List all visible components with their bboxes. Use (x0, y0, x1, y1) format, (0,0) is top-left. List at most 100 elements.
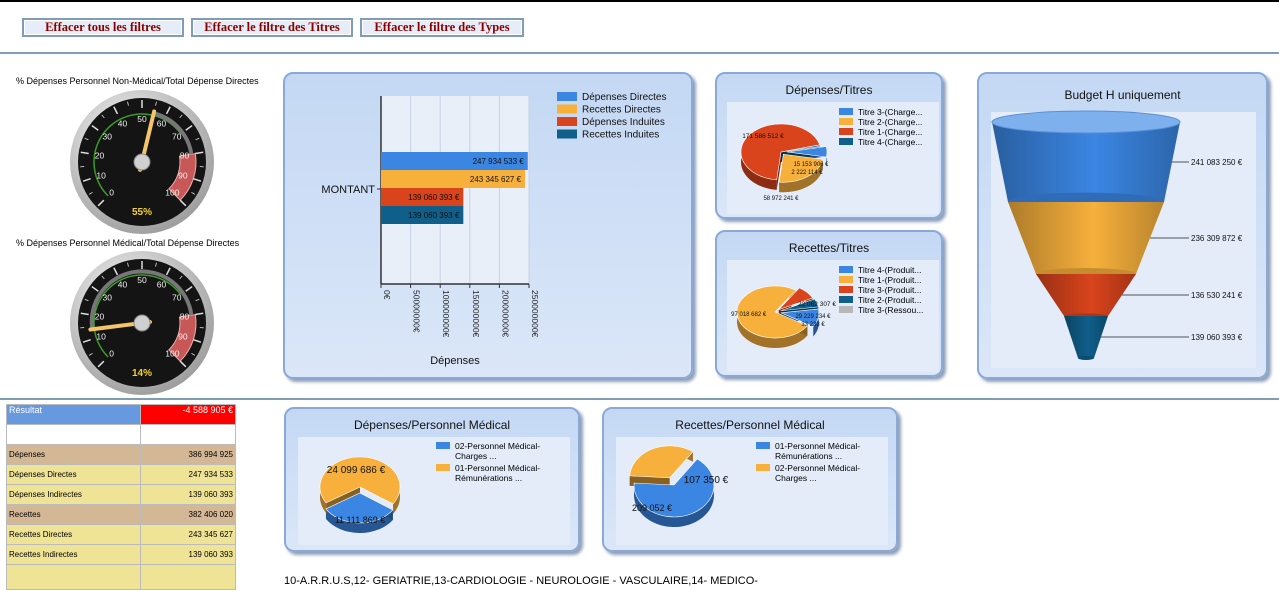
pie-slice (740, 123, 821, 181)
x-axis-label: Dépenses (430, 355, 480, 367)
funnel-value-label: 139 060 393 € (1191, 333, 1243, 342)
legend-item[interactable]: Titre 3-(Charge... (839, 107, 922, 117)
funnel-value-label: 136 530 241 € (1191, 291, 1243, 300)
bar-value-label: 139 060 393 € (408, 193, 460, 202)
y-category-label: MONTANT (321, 184, 375, 196)
result-row-value: 247 934 533 (139, 464, 237, 485)
legend-item[interactable]: Titre 4-(Produit... (839, 265, 923, 275)
pie-chart[interactable]: 209 052 € 107 350 € (622, 439, 734, 545)
pie-slice (319, 456, 401, 505)
gauge-tick (97, 199, 105, 207)
pie-chart[interactable]: 15 153 906 € 58 972 241 € 171 586 512 € 2 2… (731, 106, 841, 211)
gauge-tick-label: 0 (109, 187, 114, 197)
gauge-readout: 55% (132, 207, 152, 218)
legend-swatch (436, 464, 450, 471)
pie-slice-side (776, 152, 781, 190)
result-spacer (139, 424, 237, 445)
bar-value-label: 243 345 627 € (470, 175, 522, 184)
funnel-section (1064, 316, 1108, 358)
legend-item[interactable]: Titre 2-(Produit... (839, 295, 923, 305)
funnel-value-label: 241 083 250 € (1191, 158, 1243, 167)
pie-slice-label: 171 586 512 € (742, 133, 784, 140)
legend-label: Dépenses Directes (582, 92, 666, 103)
gauge-tick-label: 70 (172, 132, 182, 142)
funnel-chart[interactable]: 241 083 250 € 236 309 872 € 136 530 241 € 1… (979, 74, 1266, 377)
gauge-tick (127, 101, 129, 106)
legend-item[interactable]: 01-Personnel Médical- Rémunérations ... (756, 441, 860, 461)
result-row-label: Recettes Indirectes (6, 544, 141, 565)
pie-chart[interactable]: 29 229 234 € 197 018 682 € 22 062 307 € 33 … (731, 264, 841, 369)
recettes-titres-panel: Recettes/Titres 29 229 234 € 197 018 682 … (715, 230, 943, 377)
depenses-personnel-medical-panel: Dépenses/Personnel Médical 11 111 869 € 2… (284, 407, 580, 552)
legend-item[interactable]: 01-Personnel Médical- Rémunérations ... (436, 463, 540, 483)
gauge-tick-label: 100 (165, 348, 179, 358)
gauge-non-medical: 010 20 30 40 50 60 70 80 90 100 55% (70, 90, 214, 234)
legend-label-line: Rémunérations ... (455, 473, 523, 483)
bar-chart-panel: 0€ 50000000€ 100000000€ 150000000€ 200000000… (283, 72, 693, 379)
legend-swatch (756, 464, 770, 471)
chart-title: Budget H uniquement (1064, 88, 1181, 102)
chart-legend: Titre 3-(Charge... Titre 2-(Charge... Titr… (839, 107, 922, 147)
gauge-tick (91, 124, 99, 131)
section-divider (0, 52, 1279, 54)
funnel-top (991, 110, 1181, 134)
gauge-tick (185, 124, 193, 131)
x-tick-label: 50000000€ (412, 290, 422, 333)
pie-slice (736, 285, 808, 339)
legend-item[interactable]: Titre 1-(Charge... (839, 127, 922, 137)
clear-titles-filter-button[interactable]: Effacer le filtre des Titres (191, 18, 353, 37)
legend-swatch (436, 442, 450, 449)
pie-chart[interactable]: 11 111 869 € 24 099 686 € (308, 439, 420, 545)
result-row: Recettes Indirectes 139 060 393 (6, 544, 237, 565)
clear-types-filter-button[interactable]: Effacer le filtre des Types (360, 18, 524, 37)
legend-item[interactable]: 02-Personnel Médical- Charges ... (756, 463, 860, 483)
legend-label: Dépenses Induites (582, 117, 665, 128)
legend-swatch (756, 442, 770, 449)
result-empty-cell (139, 564, 237, 590)
gauge-tick (113, 106, 119, 115)
pie-slice (778, 287, 814, 310)
pie-slice (780, 144, 821, 153)
gauge-tick (113, 267, 119, 276)
legend-item[interactable]: Titre 3-(Ressou... (839, 305, 923, 315)
pie-slice (778, 153, 824, 183)
gauge-hub (133, 153, 151, 171)
pie-slice (786, 146, 828, 158)
pie-slice-label: 197 018 682 € (731, 312, 767, 318)
legend-swatch (557, 104, 577, 114)
legend-swatch (557, 92, 577, 101)
gauge-tick-label: 0 (109, 348, 114, 358)
gauge-tick (179, 199, 187, 207)
chart-title: Dépenses/Titres (785, 83, 873, 97)
legend-item[interactable]: Titre 4-(Charge... (839, 137, 922, 147)
top-border (0, 0, 1279, 2)
gauge-tick (101, 275, 105, 280)
pie-slice-label: 22 062 307 € (798, 301, 836, 308)
gauge-tick-label: 20 (95, 311, 105, 321)
filter-summary-text: 10-A.R.R.U.S,12- GERIATRIE,13-CARDIOLOGI… (284, 575, 758, 587)
legend-item[interactable]: Titre 1-(Produit... (839, 275, 923, 285)
legend-label: Titre 4-(Produit... (858, 265, 922, 275)
pie-slice-label: 107 350 € (684, 475, 729, 486)
gauge-tick (165, 106, 171, 115)
legend-label: Titre 3-(Ressou... (858, 305, 924, 315)
gauge-tick-label: 90 (178, 331, 188, 341)
legend-item[interactable]: 02-Personnel Médical- Charges ... (436, 441, 540, 461)
gauge-tick-label: 40 (118, 119, 128, 129)
legend-item[interactable]: Titre 2-(Charge... (839, 117, 922, 127)
result-row-empty (6, 564, 237, 590)
budget-funnel-panel: Budget H uniquement 241 083 250 € 236 309… (977, 72, 1268, 379)
result-row-label: Dépenses Indirectes (6, 484, 141, 505)
result-row-label: Dépenses Directes (6, 464, 141, 485)
clear-all-filters-button[interactable]: Effacer tous les filtres (22, 18, 184, 37)
bar-chart: 0€ 50000000€ 100000000€ 150000000€ 200000000… (321, 92, 666, 367)
legend-label: 01-Personnel Médical- Rémunérations ... (775, 441, 860, 461)
result-row: Recettes Directes 243 345 627 (6, 524, 237, 545)
bar-3 (381, 188, 464, 206)
gauge-tick (165, 267, 171, 276)
gauge-tick-label: 80 (180, 311, 190, 321)
result-row-value: 386 994 925 (139, 444, 237, 465)
legend-item[interactable]: Titre 3-(Produit... (839, 285, 923, 295)
gauge-green-zone (93, 274, 182, 358)
gauge-tick (155, 262, 157, 267)
